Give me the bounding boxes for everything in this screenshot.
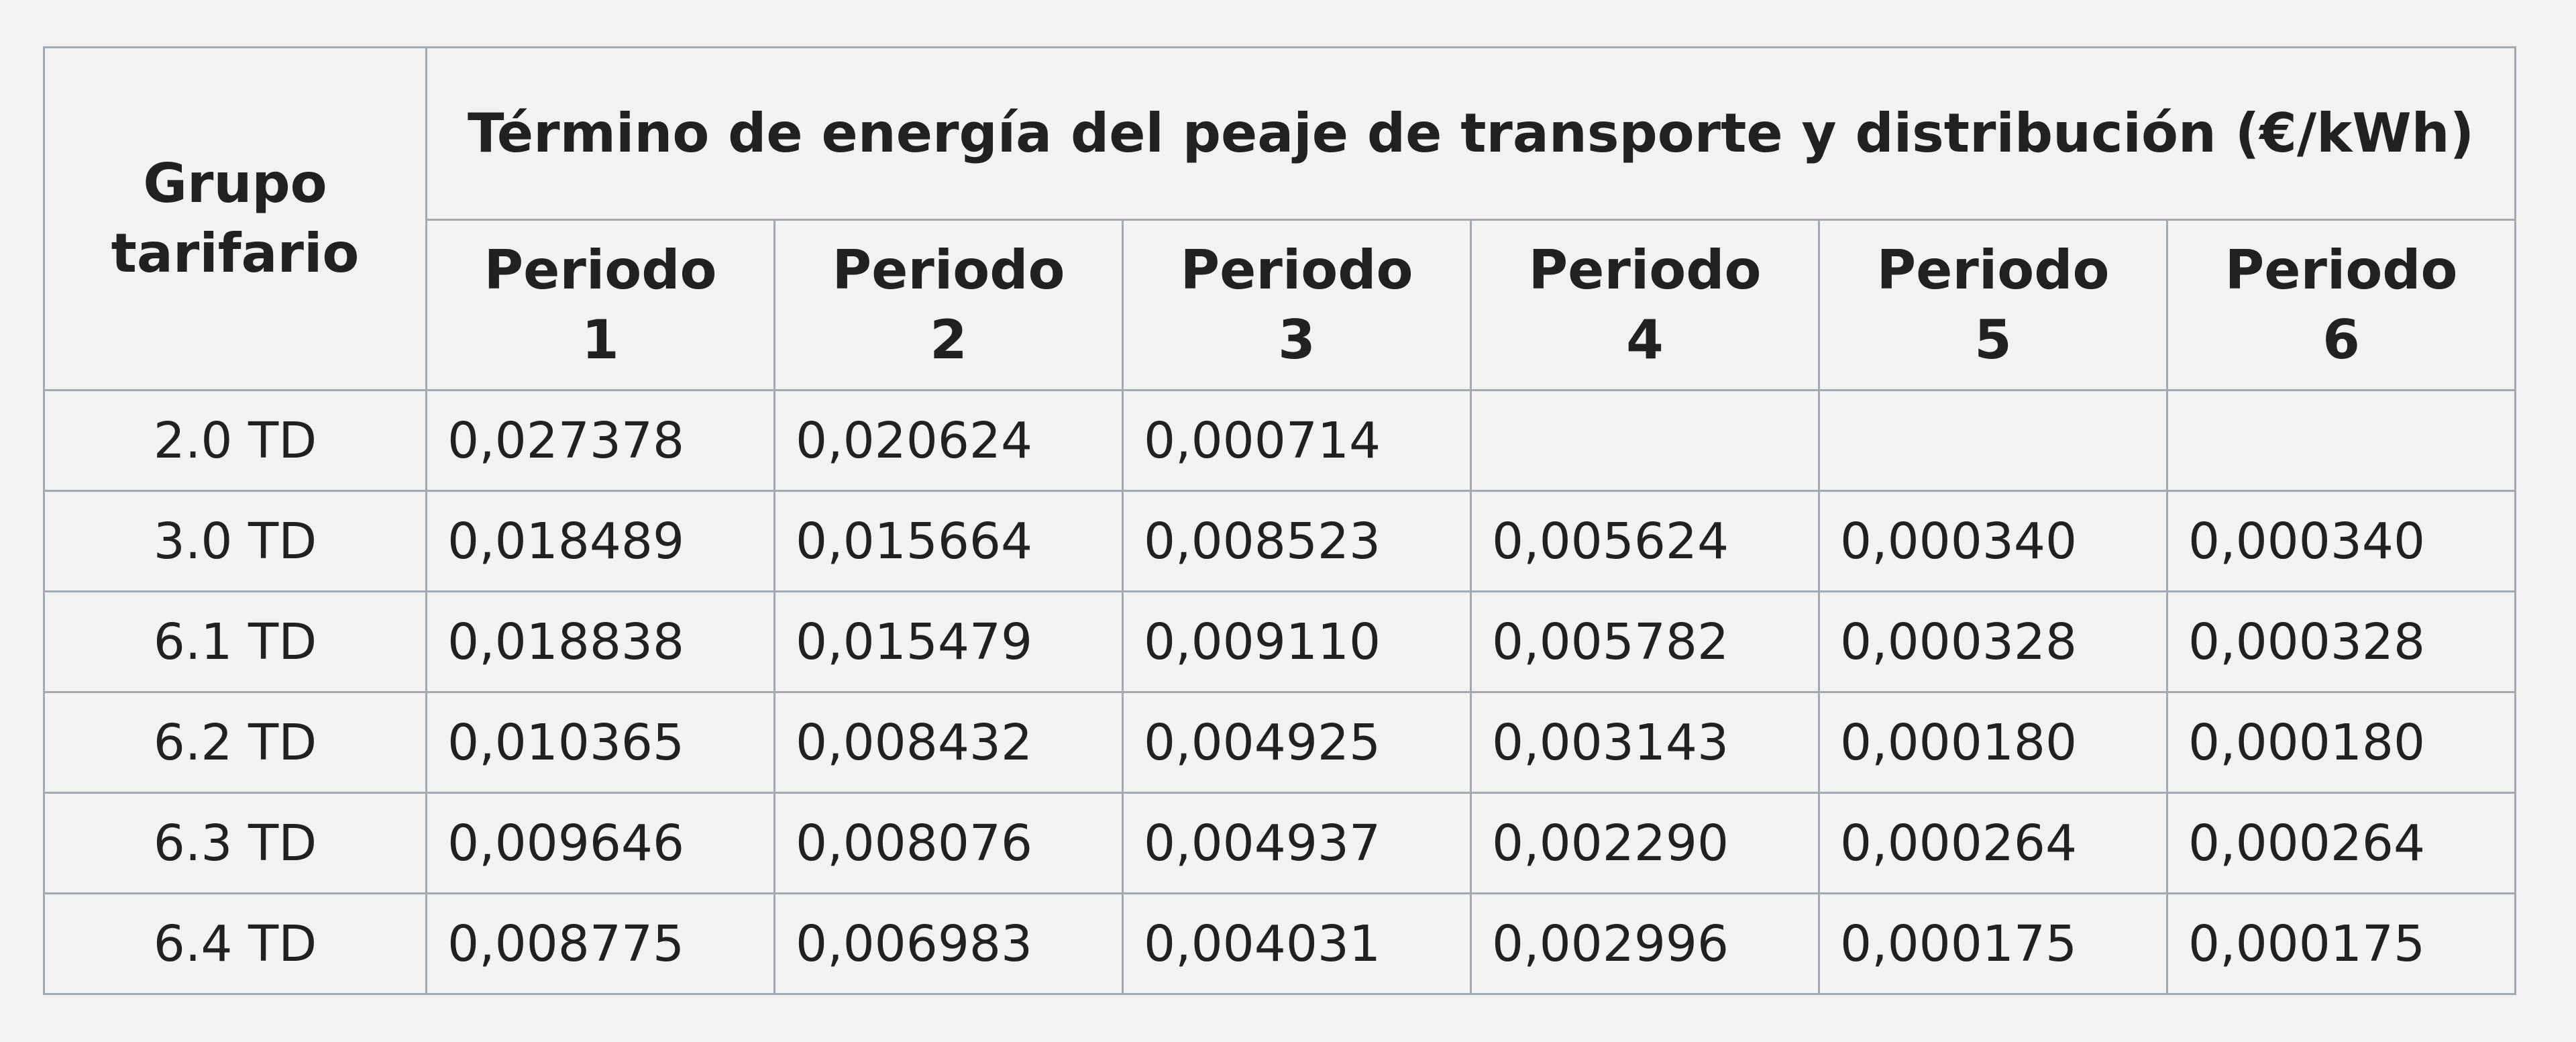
group-cell: 6.1 TD	[43, 590, 427, 693]
data-row: 3.0 TD 0,018489 0,015664 0,008523 0,005624 0,…	[43, 490, 2517, 592]
value-cell: 0,015479	[773, 590, 1124, 693]
data-row: 6.3 TD 0,009646 0,008076 0,004937 0,002290 0,…	[43, 792, 2517, 894]
period-header-text: Periodo 3	[1180, 238, 1413, 371]
value-cell: 0,002996	[1470, 892, 1820, 995]
period-header-text: Periodo 4	[1528, 238, 1762, 371]
data-row: 6.4 TD 0,008775 0,006983 0,004031 0,002996 0,…	[43, 892, 2517, 995]
value-cell: 0,000340	[1818, 490, 2168, 592]
value-cell: 0,015664	[773, 490, 1124, 592]
value-cell: 0,020624	[773, 389, 1124, 492]
period-header: Periodo 3	[1122, 219, 1472, 391]
value-cell: 0,000264	[2165, 792, 2517, 894]
value-cell: 0,009646	[425, 792, 775, 894]
value-cell: 0,000714	[1122, 389, 1472, 492]
header-row: Grupo tarifario Término de energía del p…	[43, 46, 2517, 391]
period-header-text: Periodo 2	[832, 238, 1065, 371]
table-title: Término de energía del peaje de transpor…	[425, 46, 2517, 221]
value-cell: 0,000328	[1818, 590, 2168, 693]
period-header-text: Periodo 5	[1876, 238, 2110, 371]
value-cell: 0,008076	[773, 792, 1124, 894]
value-cell: 0,006983	[773, 892, 1124, 995]
period-header-text: Periodo 6	[2224, 238, 2458, 371]
value-cell: 0,004937	[1122, 792, 1472, 894]
value-cell: 0,004925	[1122, 691, 1472, 794]
table-body: 2.0 TD 0,027378 0,020624 0,000714 3.0 TD 0,01…	[43, 389, 2517, 995]
value-cell: 0,018489	[425, 490, 775, 592]
empty-cell	[2165, 389, 2517, 492]
value-cell: 0,000175	[1818, 892, 2168, 995]
data-row: 6.1 TD 0,018838 0,015479 0,009110 0,005782 0,…	[43, 590, 2517, 693]
value-cell: 0,009110	[1122, 590, 1472, 693]
group-header-text: Grupo tarifario	[111, 152, 360, 284]
group-header: Grupo tarifario	[43, 46, 427, 391]
period-header: Periodo 1	[425, 219, 775, 391]
group-cell: 2.0 TD	[43, 389, 427, 492]
value-cell: 0,002290	[1470, 792, 1820, 894]
period-header-text: Periodo 1	[484, 238, 717, 371]
period-row: Periodo 1 Periodo 2 Periodo 3 Periodo 4 Peri…	[44, 219, 2517, 391]
value-cell: 0,000180	[1818, 691, 2168, 794]
value-cell: 0,000175	[2165, 892, 2517, 995]
group-cell: 6.3 TD	[43, 792, 427, 894]
value-cell: 0,008432	[773, 691, 1124, 794]
group-cell: 3.0 TD	[43, 490, 427, 592]
value-cell: 0,005624	[1470, 490, 1820, 592]
value-cell: 0,000328	[2165, 590, 2517, 693]
value-cell: 0,005782	[1470, 590, 1820, 693]
group-cell: 6.2 TD	[43, 691, 427, 794]
empty-cell	[1470, 389, 1820, 492]
group-cell: 6.4 TD	[43, 892, 427, 995]
value-cell: 0,018838	[425, 590, 775, 693]
value-cell: 0,003143	[1470, 691, 1820, 794]
value-cell: 0,000180	[2165, 691, 2517, 794]
value-cell: 0,010365	[425, 691, 775, 794]
period-header: Periodo 4	[1470, 219, 1820, 391]
value-cell: 0,027378	[425, 389, 775, 492]
period-header: Periodo 2	[773, 219, 1124, 391]
period-header: Periodo 5	[1818, 219, 2168, 391]
data-row: 6.2 TD 0,010365 0,008432 0,004925 0,003143 0,…	[43, 691, 2517, 794]
value-cell: 0,000264	[1818, 792, 2168, 894]
period-header: Periodo 6	[2165, 219, 2517, 391]
value-cell: 0,008523	[1122, 490, 1472, 592]
value-cell: 0,000340	[2165, 490, 2517, 592]
empty-cell	[1818, 389, 2168, 492]
data-row: 2.0 TD 0,027378 0,020624 0,000714	[43, 389, 2517, 492]
value-cell: 0,004031	[1122, 892, 1472, 995]
value-cell: 0,008775	[425, 892, 775, 995]
tariff-table: Grupo tarifario Término de energía del p…	[43, 46, 2517, 995]
